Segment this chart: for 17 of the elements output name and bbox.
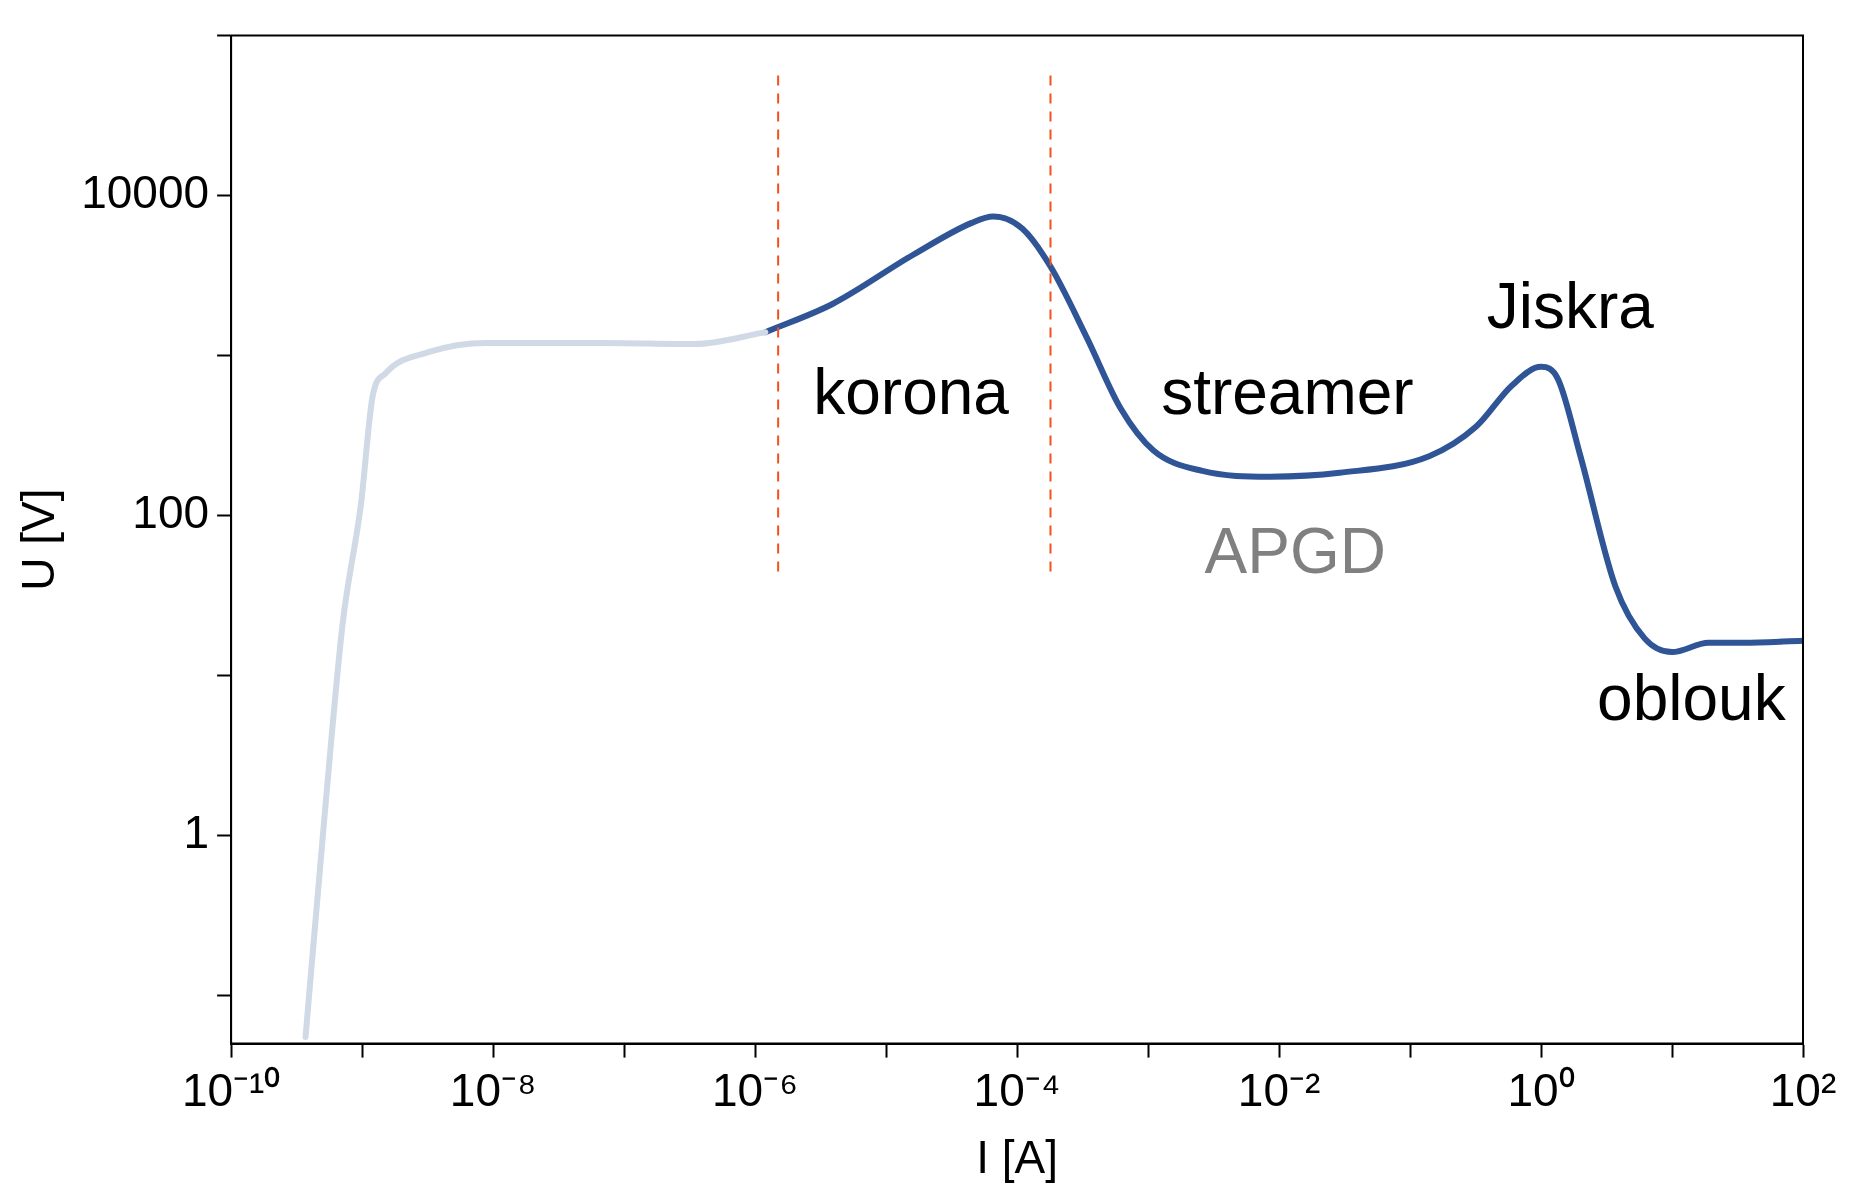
x-tick-label: 10⁻⁸ [449,1063,537,1116]
annotation: APGD [1204,515,1386,588]
x-tick-label: 10⁻⁴ [973,1063,1061,1116]
y-tick-label: 1 [183,806,210,859]
annotation: streamer [1161,356,1414,429]
x-axis-title: I [A] [976,1131,1058,1184]
annotation: Jiskra [1486,270,1655,343]
annotation: korona [813,356,1010,429]
x-tick-label: 10⁻⁶ [712,1063,799,1116]
x-tick-label: 10⁻¹⁰ [181,1063,281,1116]
x-tick-label: 10⁻² [1237,1063,1321,1116]
y-axis-title: U [V] [12,488,65,591]
x-tick-label: 10² [1769,1063,1837,1116]
y-tick-label: 10000 [81,166,210,219]
y-tick-label: 100 [132,486,210,539]
annotation: oblouk [1597,661,1787,734]
x-tick-label: 10⁰ [1507,1063,1575,1116]
